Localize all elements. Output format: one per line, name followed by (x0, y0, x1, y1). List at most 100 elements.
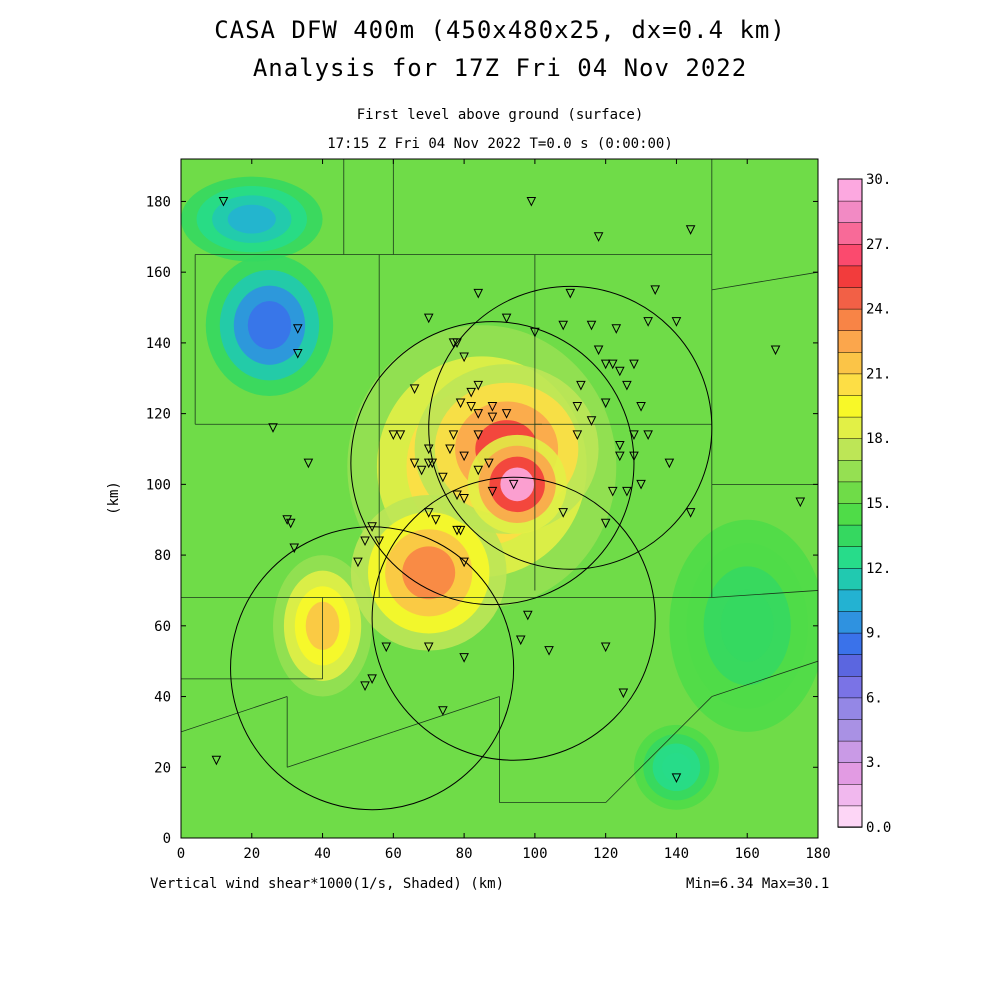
station-marker (636, 479, 646, 490)
y-tick-label: 20 (154, 760, 171, 776)
station-marker (455, 398, 466, 409)
field-contour (500, 467, 535, 502)
county-line (605, 696, 713, 803)
station-marker (600, 398, 611, 409)
station-marker (586, 320, 597, 331)
station-marker (600, 359, 611, 370)
y-tick-label: 80 (154, 548, 171, 564)
station-marker (593, 345, 604, 356)
station-marker (448, 338, 459, 349)
field-contour (662, 752, 691, 782)
colorbar-swatch (837, 697, 863, 720)
colorbar-swatch (837, 589, 863, 612)
colorbar-swatch (837, 329, 863, 353)
station-marker (473, 465, 484, 476)
station-marker (455, 525, 466, 536)
station-marker (615, 440, 625, 451)
colorbar-swatch (837, 761, 863, 785)
station-marker (268, 423, 278, 433)
colorbar-swatch (837, 308, 863, 331)
station-marker (448, 430, 459, 440)
station-marker (438, 706, 448, 716)
figure-title-line-1: CASA DFW 400m (450x480x25, dx=0.4 km) (214, 16, 786, 44)
station-marker (629, 451, 639, 462)
time-subtitle: 17:15 Z Fri 04 Nov 2022 T=0.0 s (0:00:00… (327, 136, 673, 152)
x-tick-label: 40 (314, 846, 331, 862)
station-marker (586, 416, 597, 426)
station-marker (285, 518, 296, 529)
colorbar-swatch (837, 545, 863, 569)
colorbar-label: 15. (866, 496, 891, 512)
county-line (711, 590, 818, 598)
county-line (393, 696, 500, 733)
colorbar-swatch (837, 502, 863, 526)
station-marker (430, 515, 441, 525)
x-tick-label: 20 (243, 846, 260, 862)
station-marker (459, 653, 469, 663)
station-marker (292, 349, 303, 359)
station-marker (367, 522, 377, 532)
station-marker (473, 380, 484, 391)
colorbar-label: 18. (866, 431, 891, 447)
colorbar-label: 30. (866, 172, 891, 188)
axes: 0 20 40 60 80 100 120 140 160 180 0 20 40 60 80 100 120 1… (146, 159, 831, 862)
station-marker (211, 755, 222, 766)
radar-ring (350, 321, 635, 606)
y-axis-label: (km) (106, 481, 122, 515)
footer-min-max: Min=6.34 Max=30.1 (686, 876, 830, 892)
plot-frame (180, 158, 819, 839)
station-marker (409, 384, 420, 394)
station-markers (211, 196, 806, 783)
station-marker (530, 327, 540, 338)
station-marker (423, 444, 434, 455)
station-marker (445, 444, 455, 455)
colorbar-swatch (837, 286, 863, 310)
colorbar-label: 9. (866, 626, 883, 642)
station-marker (423, 313, 434, 324)
station-marker (289, 543, 300, 554)
y-tick-label: 40 (154, 690, 171, 706)
colorbar: 0.0 3. 6. 9. 12. 15. 18. 21. 24. 27. 30. (837, 172, 891, 836)
station-marker (572, 430, 583, 440)
radar-range-rings (230, 285, 713, 811)
colorbar-label: 12. (866, 561, 891, 577)
station-marker (615, 366, 625, 377)
station-marker (423, 642, 434, 653)
x-tick-label: 0 (177, 846, 185, 862)
station-marker (611, 324, 622, 334)
station-marker (572, 402, 583, 412)
station-marker (558, 320, 569, 331)
station-marker (685, 508, 696, 518)
colorbar-swatch (837, 200, 863, 223)
station-marker (622, 486, 632, 497)
station-marker (643, 430, 653, 440)
colorbar-swatch (837, 221, 863, 245)
station-marker (473, 288, 484, 299)
station-marker (523, 610, 533, 621)
colorbar-label: 27. (866, 237, 891, 253)
colorbar-swatch (837, 524, 863, 547)
field-contour (720, 589, 774, 662)
station-marker (452, 490, 462, 501)
colorbar-swatch (837, 351, 863, 375)
station-marker (515, 635, 526, 646)
x-tick-label: 60 (385, 846, 402, 862)
station-marker (501, 409, 512, 419)
y-tick-label: 180 (146, 194, 171, 210)
colorbar-swatch (837, 178, 863, 202)
colorbar-label: 6. (866, 690, 883, 706)
colorbar-swatch (837, 567, 863, 591)
station-marker (526, 196, 537, 207)
station-marker (438, 472, 448, 483)
station-marker (473, 430, 484, 440)
level-subtitle: First level above ground (surface) (356, 107, 644, 123)
colorbar-swatch (837, 653, 863, 677)
station-marker (487, 402, 498, 412)
colorbar-swatch (837, 632, 863, 655)
station-marker (367, 674, 377, 684)
station-marker (629, 430, 639, 440)
county-line (181, 696, 288, 733)
station-marker (622, 380, 632, 391)
station-marker (795, 497, 806, 508)
